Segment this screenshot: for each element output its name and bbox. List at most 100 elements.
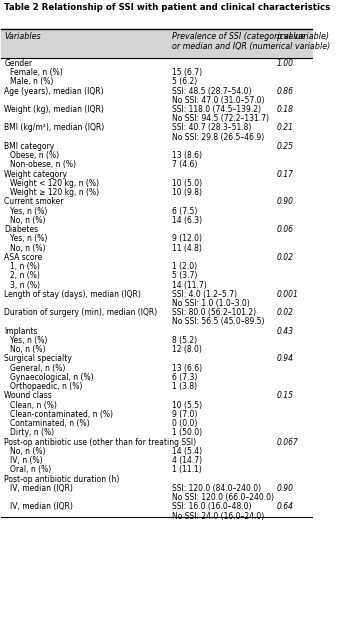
Text: Contaminated, n (%): Contaminated, n (%): [10, 419, 90, 428]
Text: Wound class: Wound class: [4, 391, 52, 401]
Text: Clean-contaminated, n (%): Clean-contaminated, n (%): [10, 410, 113, 419]
Text: 0.15: 0.15: [276, 391, 293, 401]
Text: 6 (7.5): 6 (7.5): [172, 207, 198, 216]
Text: 0.001: 0.001: [276, 290, 298, 299]
Text: Length of stay (days), median (IQR): Length of stay (days), median (IQR): [4, 290, 142, 299]
Text: 0.067: 0.067: [276, 438, 298, 446]
Text: Table 2 Relationship of SSI with patient and clinical characteristics: Table 2 Relationship of SSI with patient…: [4, 3, 331, 13]
Text: Weight (kg), median (IQR): Weight (kg), median (IQR): [4, 105, 104, 114]
Text: Post-op antibiotic use (other than for treating SSI): Post-op antibiotic use (other than for t…: [4, 438, 197, 446]
Text: 0.94: 0.94: [276, 354, 293, 364]
Text: 10 (9.8): 10 (9.8): [172, 188, 202, 197]
Text: No SSI: 29.8 (26.5–46.9): No SSI: 29.8 (26.5–46.9): [172, 133, 265, 142]
Text: 1, n (%): 1, n (%): [10, 262, 40, 271]
Text: Obese, n (%): Obese, n (%): [10, 151, 59, 161]
Text: 9 (7.0): 9 (7.0): [172, 410, 198, 419]
Text: 13 (8.6): 13 (8.6): [172, 151, 202, 161]
Text: No, n (%): No, n (%): [10, 216, 46, 225]
Text: No SSI: 24.0 (16.0–24.0): No SSI: 24.0 (16.0–24.0): [172, 512, 265, 520]
Text: 2, n (%): 2, n (%): [10, 271, 40, 280]
Text: 15 (6.7): 15 (6.7): [172, 68, 202, 77]
Text: 0.25: 0.25: [276, 142, 293, 151]
Text: Prevalence of SSI (categorical variable)
or median and IQR (numerical variable): Prevalence of SSI (categorical variable)…: [172, 32, 331, 51]
Text: 1 (3.8): 1 (3.8): [172, 382, 197, 391]
Text: SSI: 16.0 (16.0–48.0): SSI: 16.0 (16.0–48.0): [172, 502, 252, 511]
Text: Weight < 120 kg, n (%): Weight < 120 kg, n (%): [10, 179, 99, 188]
Text: 0.90: 0.90: [276, 484, 293, 493]
Text: 0.43: 0.43: [276, 327, 293, 335]
Text: SSI: 80.0 (56.2–101.2): SSI: 80.0 (56.2–101.2): [172, 308, 256, 317]
Text: 6 (7.3): 6 (7.3): [172, 373, 198, 382]
Text: SSI: 4.0 (1.2–5.7): SSI: 4.0 (1.2–5.7): [172, 290, 237, 299]
Text: Diabetes: Diabetes: [4, 225, 39, 234]
Text: 4 (14.7): 4 (14.7): [172, 456, 202, 465]
Text: 9 (12.0): 9 (12.0): [172, 234, 202, 243]
Text: Gynaecological, n (%): Gynaecological, n (%): [10, 373, 94, 382]
Text: Orthopaedic, n (%): Orthopaedic, n (%): [10, 382, 83, 391]
Text: 0.02: 0.02: [276, 253, 293, 262]
Text: Weight ≥ 120 kg, n (%): Weight ≥ 120 kg, n (%): [10, 188, 99, 197]
Text: 1 (2.0): 1 (2.0): [172, 262, 197, 271]
Text: Yes, n (%): Yes, n (%): [10, 336, 47, 345]
Text: Female, n (%): Female, n (%): [10, 68, 63, 77]
Text: No SSI: 56.5 (45.0–89.5): No SSI: 56.5 (45.0–89.5): [172, 317, 265, 327]
Text: Post-op antibiotic duration (h): Post-op antibiotic duration (h): [4, 475, 120, 483]
Text: Gender: Gender: [4, 59, 33, 68]
Text: No SSI: 1.0 (1.0–3.0): No SSI: 1.0 (1.0–3.0): [172, 299, 250, 308]
Text: SSI: 118.0 (74.5–139.2): SSI: 118.0 (74.5–139.2): [172, 105, 261, 114]
Text: 5 (6.2): 5 (6.2): [172, 77, 198, 87]
Text: 14 (5.4): 14 (5.4): [172, 447, 202, 456]
Text: 1 (11.1): 1 (11.1): [172, 465, 202, 474]
Text: General, n (%): General, n (%): [10, 364, 66, 372]
Text: Non-obese, n (%): Non-obese, n (%): [10, 161, 76, 169]
Text: Weight category: Weight category: [4, 170, 67, 179]
Text: SSI: 120.0 (84.0–240.0): SSI: 120.0 (84.0–240.0): [172, 484, 261, 493]
Text: 0.06: 0.06: [276, 225, 293, 234]
Text: No, n (%): No, n (%): [10, 447, 46, 456]
Text: 1.00: 1.00: [276, 59, 293, 68]
Text: Implants: Implants: [4, 327, 38, 335]
Text: BMI (kg/m²), median (IQR): BMI (kg/m²), median (IQR): [4, 124, 105, 132]
Text: Oral, n (%): Oral, n (%): [10, 465, 51, 474]
Text: 5 (3.7): 5 (3.7): [172, 271, 198, 280]
Text: Variables: Variables: [4, 32, 41, 41]
Text: No SSI: 120.0 (66.0–240.0): No SSI: 120.0 (66.0–240.0): [172, 493, 274, 502]
Text: IV, median (IQR): IV, median (IQR): [10, 484, 73, 493]
Text: 14 (11.7): 14 (11.7): [172, 280, 207, 290]
Text: 0.64: 0.64: [276, 502, 293, 511]
Text: IV, median (IQR): IV, median (IQR): [10, 502, 73, 511]
Bar: [1, 29, 312, 58]
Text: 12 (8.0): 12 (8.0): [172, 345, 202, 354]
Text: 0.90: 0.90: [276, 198, 293, 206]
Text: Yes, n (%): Yes, n (%): [10, 207, 47, 216]
Text: 0 (0.0): 0 (0.0): [172, 419, 198, 428]
Text: 1 (50.0): 1 (50.0): [172, 428, 202, 438]
Text: Male, n (%): Male, n (%): [10, 77, 54, 87]
Text: Clean, n (%): Clean, n (%): [10, 401, 57, 409]
Text: p value: p value: [276, 32, 306, 41]
Text: No, n (%): No, n (%): [10, 243, 46, 253]
Text: SSI: 48.5 (28.7–54.0): SSI: 48.5 (28.7–54.0): [172, 87, 252, 95]
Text: 13 (6.6): 13 (6.6): [172, 364, 202, 372]
Text: 11 (4.8): 11 (4.8): [172, 243, 202, 253]
Text: 0.21: 0.21: [276, 124, 293, 132]
Text: 14 (6.3): 14 (6.3): [172, 216, 202, 225]
Text: 10 (5.5): 10 (5.5): [172, 401, 202, 409]
Text: ASA score: ASA score: [4, 253, 43, 262]
Text: Age (years), median (IQR): Age (years), median (IQR): [4, 87, 104, 95]
Text: 0.86: 0.86: [276, 87, 293, 95]
Text: Surgical specialty: Surgical specialty: [4, 354, 72, 364]
Text: BMI category: BMI category: [4, 142, 55, 151]
Text: Current smoker: Current smoker: [4, 198, 64, 206]
Text: No, n (%): No, n (%): [10, 345, 46, 354]
Text: Yes, n (%): Yes, n (%): [10, 234, 47, 243]
Text: 8 (5.2): 8 (5.2): [172, 336, 197, 345]
Text: No SSI: 94.5 (72.2–131.7): No SSI: 94.5 (72.2–131.7): [172, 114, 269, 124]
Text: 10 (5.0): 10 (5.0): [172, 179, 202, 188]
Text: No SSI: 47.0 (31.0–57.0): No SSI: 47.0 (31.0–57.0): [172, 96, 265, 105]
Text: SSI: 40.7 (28.3–51.8): SSI: 40.7 (28.3–51.8): [172, 124, 252, 132]
Text: Duration of surgery (min), median (IQR): Duration of surgery (min), median (IQR): [4, 308, 158, 317]
Text: 7 (4.6): 7 (4.6): [172, 161, 198, 169]
Text: 3, n (%): 3, n (%): [10, 280, 40, 290]
Text: 0.17: 0.17: [276, 170, 293, 179]
